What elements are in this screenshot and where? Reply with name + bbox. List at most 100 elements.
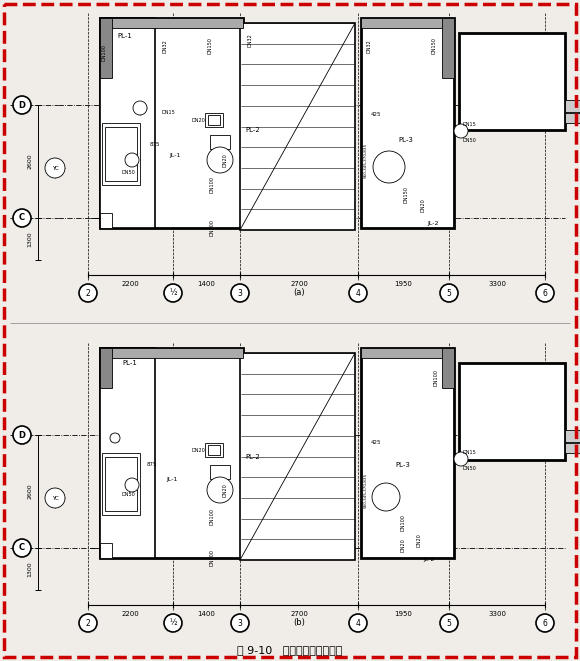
Text: DN20: DN20 <box>191 447 205 453</box>
Text: 2700: 2700 <box>290 281 308 287</box>
Bar <box>565 443 580 453</box>
Text: 1950: 1950 <box>394 281 412 287</box>
Text: PL-3: PL-3 <box>398 137 414 143</box>
Text: DN32: DN32 <box>367 39 372 53</box>
Circle shape <box>110 433 120 443</box>
Bar <box>208 115 220 125</box>
Circle shape <box>440 284 458 302</box>
Bar <box>100 18 112 78</box>
Circle shape <box>13 96 31 114</box>
Text: 1300: 1300 <box>27 231 32 247</box>
Bar <box>210 135 230 149</box>
Circle shape <box>125 478 139 492</box>
Circle shape <box>13 209 31 227</box>
Bar <box>208 445 220 455</box>
Bar <box>100 348 155 558</box>
Circle shape <box>373 151 405 183</box>
Text: DN20: DN20 <box>223 153 227 167</box>
Circle shape <box>454 452 468 466</box>
Circle shape <box>372 483 400 511</box>
Text: 1400: 1400 <box>198 281 215 287</box>
Circle shape <box>231 614 249 632</box>
Text: 2700: 2700 <box>290 611 308 617</box>
Bar <box>459 363 565 460</box>
Text: DN32: DN32 <box>248 33 252 47</box>
Text: 6: 6 <box>542 288 548 297</box>
Text: ½: ½ <box>169 619 177 627</box>
Text: 2200: 2200 <box>122 281 139 287</box>
Bar <box>100 18 243 28</box>
Text: 2: 2 <box>86 619 90 627</box>
Bar <box>240 353 355 560</box>
Text: 3300: 3300 <box>488 281 506 287</box>
Circle shape <box>349 284 367 302</box>
Circle shape <box>79 284 97 302</box>
Text: 875: 875 <box>150 143 160 147</box>
Text: DN20: DN20 <box>420 198 426 212</box>
Bar <box>205 443 223 457</box>
Text: JL-1: JL-1 <box>166 477 177 483</box>
Circle shape <box>164 614 182 632</box>
Bar <box>361 348 454 358</box>
Text: YC: YC <box>52 165 59 171</box>
Bar <box>100 213 112 228</box>
Text: PL-2: PL-2 <box>245 454 260 460</box>
Circle shape <box>349 614 367 632</box>
Text: 425: 425 <box>371 112 381 118</box>
Text: DN100: DN100 <box>209 549 215 566</box>
Text: 5: 5 <box>447 288 451 297</box>
Circle shape <box>536 284 554 302</box>
Text: 4: 4 <box>356 619 360 627</box>
Text: DN20: DN20 <box>223 483 227 497</box>
Text: JL-2: JL-2 <box>427 221 438 225</box>
Text: DN150: DN150 <box>404 186 408 204</box>
Bar <box>565 100 580 112</box>
Text: DN20: DN20 <box>416 533 422 547</box>
Text: 3: 3 <box>238 288 242 297</box>
Text: 1300: 1300 <box>27 561 32 577</box>
Bar <box>102 123 140 185</box>
Circle shape <box>13 426 31 444</box>
Bar <box>100 18 155 228</box>
Text: D: D <box>19 430 26 440</box>
Text: 875: 875 <box>147 463 157 467</box>
Bar <box>459 33 565 130</box>
Text: DN50: DN50 <box>462 465 476 471</box>
Bar <box>565 113 580 123</box>
Text: DN15: DN15 <box>462 122 476 128</box>
Circle shape <box>133 101 147 115</box>
Text: C: C <box>19 543 25 553</box>
Text: 2: 2 <box>86 288 90 297</box>
Text: PL-1: PL-1 <box>122 360 137 366</box>
Circle shape <box>536 614 554 632</box>
Text: (b): (b) <box>293 619 305 627</box>
Bar <box>102 453 140 515</box>
Text: 560,345,370,835: 560,345,370,835 <box>364 142 368 178</box>
Text: 2600: 2600 <box>27 154 32 169</box>
Text: DN150: DN150 <box>208 38 212 54</box>
Text: PL-3: PL-3 <box>396 462 411 468</box>
Circle shape <box>207 477 233 503</box>
Text: DN15: DN15 <box>161 110 175 116</box>
Text: DN50: DN50 <box>462 137 476 143</box>
Text: 6: 6 <box>542 619 548 627</box>
Text: DN150: DN150 <box>432 38 437 54</box>
Circle shape <box>45 158 65 178</box>
Text: DN50: DN50 <box>121 492 135 498</box>
Text: JL-1: JL-1 <box>169 153 181 157</box>
Bar <box>361 18 454 228</box>
Bar <box>100 348 243 358</box>
Circle shape <box>79 614 97 632</box>
Text: DN20: DN20 <box>191 118 205 122</box>
Text: 图 9-10   某住宅给排水平面图: 图 9-10 某住宅给排水平面图 <box>237 645 343 655</box>
Text: PL-2: PL-2 <box>245 127 260 133</box>
Text: 3: 3 <box>238 619 242 627</box>
Text: 1400: 1400 <box>198 611 215 617</box>
Text: DN50: DN50 <box>121 169 135 175</box>
Circle shape <box>207 147 233 173</box>
Text: DN100: DN100 <box>209 219 215 237</box>
Text: PL-1: PL-1 <box>118 33 132 39</box>
Text: 2200: 2200 <box>122 611 139 617</box>
Text: DN100: DN100 <box>209 176 215 194</box>
Bar <box>100 348 243 558</box>
